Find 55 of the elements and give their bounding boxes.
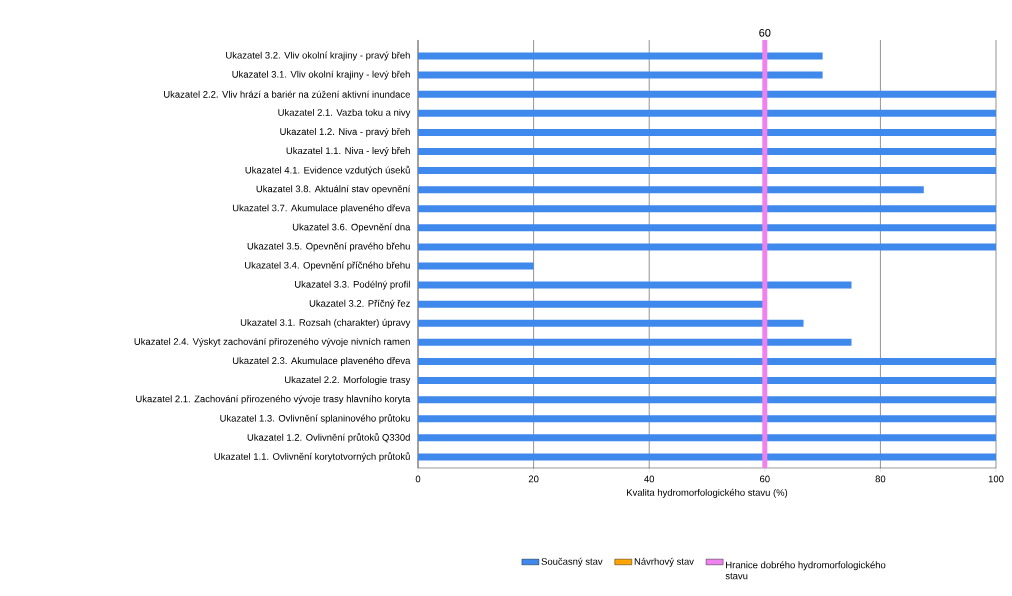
text: 60 [759,28,771,37]
bar [418,167,997,175]
legend-label: Návrhový stav [634,557,694,567]
x-axis-title: Kvalita hydromorfologického stavu (%) [627,488,788,498]
bar [418,71,823,79]
y-tick-label: Ukazatel 4.1. Evidence vzdutých úseků [245,165,410,176]
y-tick-label: Ukazatel 1.1. Ovlivnění korytotvorných průtoků [214,452,410,462]
bar [418,262,534,270]
y-tick-label: Ukazatel 3.3. Podélný profil [295,280,410,290]
bar [418,396,997,404]
bar [418,128,997,136]
y-tick-label: Ukazatel 2.1. Zachování přirozeného vývoje trasy hlavního koryta [136,395,411,405]
bar [418,453,997,461]
bar [418,205,997,213]
bar [418,109,997,117]
y-tick-label: Ukazatel 1.1. Niva - levý břeh [286,147,410,156]
x-tick-label: 100 [988,475,1004,483]
legend-label: Hranice dobrého hydromorfologického stavu [725,561,886,580]
x-tick-label: 80 [875,475,886,483]
bar [418,186,924,194]
y-tick-label: Ukazatel 2.2. Vliv hrází a bariér na zúžení aktivní inundace [164,90,410,98]
x-tick-label: 20 [528,475,539,483]
bar [418,224,997,232]
y-tick-label: Ukazatel 2.3. Akumulace plaveného dřeva [232,356,411,366]
y-tick-label: Ukazatel 1.3. Ovlivnění splaninového průtoku [220,413,410,424]
y-tick-label: Ukazatel 3.5. Opevnění pravého břehu [247,242,410,252]
bar [418,357,997,365]
y-tick-label: Ukazatel 3.8. Aktuální stav opevnění [256,185,411,195]
bar [418,300,765,308]
y-tick-label: Ukazatel 2.2. Morfologie trasy [285,376,411,385]
bar [418,338,852,346]
x-tick-label: 40 [644,475,655,483]
bar [418,147,997,155]
y-tick-label: Ukazatel 3.7. Akumulace plaveného dřeva [232,204,411,214]
x-tick-label: 60 [760,475,770,483]
y-tick-label: Ukazatel 2.1. Vazba toku a nivy [278,108,411,118]
y-tick-label: Ukazatel 3.2. Příčný řez [309,299,410,309]
bar [418,377,997,385]
y-tick-label: Ukazatel 1.2. Niva - pravý břeh [280,127,410,137]
y-tick-label: Ukazatel 3.6. Opevnění dna [292,223,411,233]
y-tick-label: Ukazatel 2.4. Výskyt zachování přirozeného vývoje nivních ramen [134,337,410,347]
x-tick-label: 0 [415,475,421,483]
y-tick-label: Ukazatel 3.2. Vliv okolní krajiny - pravý břeh [226,51,410,61]
y-tick-label: Ukazatel 1.2. Ovlivnění průtoků Q330d [247,433,410,443]
bar [418,434,997,442]
y-tick-label: Ukazatel 3.1. Vliv okolní krajiny - levý břeh [232,70,410,80]
bar [418,52,823,60]
bar [418,415,997,423]
bar [418,281,852,289]
y-tick-label: Ukazatel 3.4. Opevnění příčného břehu [245,261,410,271]
y-tick-label: Ukazatel 3.1. Rozsah (charakter) úpravy [240,318,411,328]
legend-label: Současný stav [541,557,603,567]
bar [418,90,997,98]
bar [418,319,804,327]
bar [418,243,997,251]
